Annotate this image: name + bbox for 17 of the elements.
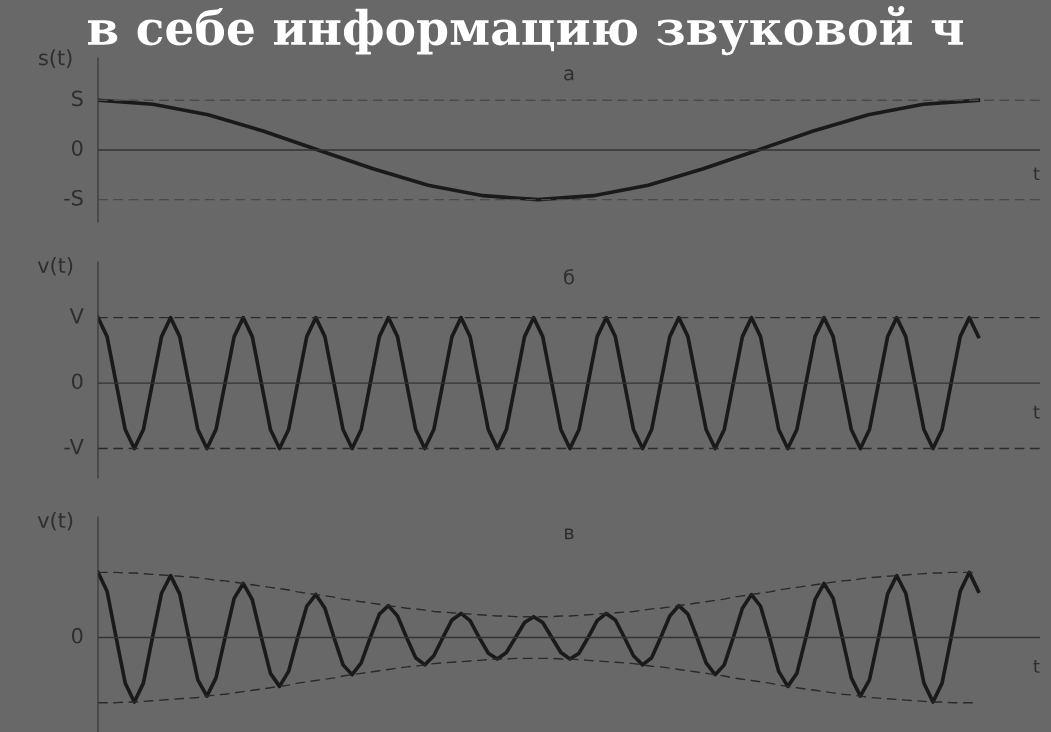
text: в себе информацию звуковой ч — [88, 6, 963, 56]
y-axis-title: v(t) — [37, 256, 73, 276]
x-axis-title: t — [1033, 167, 1040, 181]
y-axis-title: v(t) — [37, 511, 73, 531]
ref-line-label: -V — [64, 439, 84, 455]
ref-line-label: S — [72, 90, 83, 107]
x-axis-title: t — [1033, 660, 1040, 673]
ref-line-label: 0 — [71, 373, 83, 390]
chart-title: б — [564, 269, 574, 285]
ref-line-label: V — [69, 308, 84, 324]
chart-title: а — [564, 69, 574, 81]
ref-line-label: -S — [64, 189, 83, 206]
x-axis-title: t — [1033, 405, 1040, 419]
ref-line-label: 0 — [71, 627, 83, 644]
chart-title: в — [565, 528, 574, 540]
ref-line-label: 0 — [71, 140, 83, 156]
y-axis-title: s(t) — [39, 49, 72, 68]
